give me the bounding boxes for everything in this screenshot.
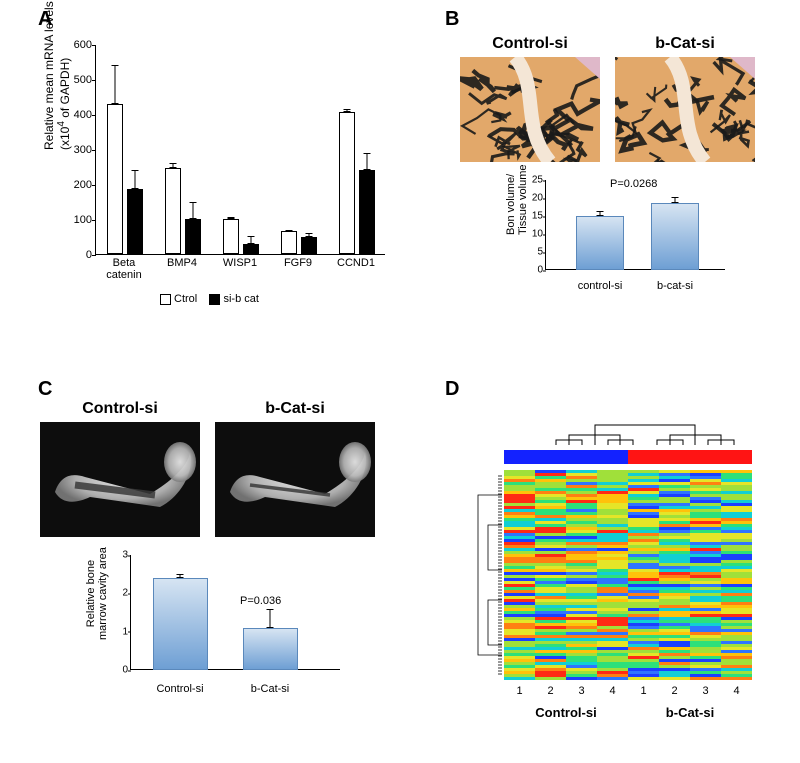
- bar: [153, 578, 208, 670]
- bar: [359, 170, 375, 254]
- pvalue-text: P=0.036: [240, 595, 281, 607]
- xtick-label: BMP4: [152, 257, 212, 269]
- bar: [243, 628, 298, 670]
- legend-label-sibcat: si-b cat: [223, 293, 258, 305]
- panel-d-heatmap: Control-si b-Cat-si 12341234: [445, 395, 775, 735]
- xtick-label: FGF9: [268, 257, 328, 269]
- heatmap-cell: [535, 677, 566, 680]
- legend-label-ctrol: Ctrol: [174, 293, 197, 305]
- heatmap-col-label: 2: [535, 685, 566, 697]
- bar: [107, 104, 123, 255]
- bar: [165, 168, 181, 254]
- dendrogram-top: [540, 415, 750, 445]
- bar: [576, 216, 624, 270]
- pvalue-text: P=0.0268: [610, 178, 657, 190]
- panel-b-title-1: Control-si: [460, 35, 600, 53]
- heatmap-cell: [721, 677, 752, 680]
- panel-c: Control-si b-Cat-si Relative bonemarrow …: [40, 400, 390, 730]
- panel-label-c: C: [38, 378, 52, 401]
- heatmap-wrapper: Control-si b-Cat-si 12341234: [470, 415, 760, 715]
- heatmap-cell: [659, 677, 690, 680]
- panel-b-histology-bcat: [615, 57, 755, 162]
- panel-a-plot-area: 0100200300400500600: [95, 45, 385, 255]
- bar: [243, 244, 259, 255]
- heatmap-cell: [566, 677, 597, 680]
- panel-c-title-2: b-Cat-si: [215, 400, 375, 418]
- bar: [301, 237, 317, 254]
- panel-c-xray-control: [40, 422, 200, 537]
- heatmap-col-label: 1: [628, 685, 659, 697]
- dendrogram-left: [470, 470, 502, 680]
- panel-c-bar-chart: Relative bonemarrow cavity area 0123Cont…: [90, 555, 340, 695]
- xtick-label: b-Cat-si: [225, 683, 315, 695]
- heatmap-group-2: b-Cat-si: [628, 705, 752, 720]
- panel-b: Control-si b-Cat-si Bon volume/Tissue vo…: [445, 35, 775, 345]
- panel-label-b: B: [445, 8, 459, 31]
- panel-c-title-1: Control-si: [40, 400, 200, 418]
- heatmap-cell: [504, 677, 535, 680]
- bar: [127, 189, 143, 254]
- heatmap-group-1: Control-si: [504, 705, 628, 720]
- panel-b-bar-chart: Bon volume/Tissue volume 0510152025contr…: [515, 180, 725, 290]
- xtick-label: CCND1: [326, 257, 386, 269]
- bar: [651, 203, 699, 270]
- bar: [223, 219, 239, 254]
- panel-c-ylabel: Relative bonemarrow cavity area: [85, 547, 109, 640]
- bar: [185, 219, 201, 254]
- panel-b-histology-control: [460, 57, 600, 162]
- legend-swatch-sibcat: [209, 294, 220, 305]
- legend-swatch-ctrol: [160, 294, 171, 305]
- xtick-label: Betacatenin: [94, 257, 154, 281]
- bar: [281, 231, 297, 254]
- heatmap-col-label: 4: [597, 685, 628, 697]
- xtick-label: control-si: [560, 280, 640, 292]
- xtick-label: WISP1: [210, 257, 270, 269]
- heatmap-col-label: 3: [566, 685, 597, 697]
- panel-a-legend: Ctrol si-b cat: [160, 293, 259, 305]
- axis-y: [130, 555, 131, 670]
- heatmap-col-label: 1: [504, 685, 535, 697]
- panel-c-xray-bcat: [215, 422, 375, 537]
- panel-b-title-2: b-Cat-si: [615, 35, 755, 53]
- xtick-label: b-cat-si: [635, 280, 715, 292]
- group-bar-bcat: [628, 450, 752, 464]
- heatmap-cell: [597, 677, 628, 680]
- heatmap-grid: [504, 470, 752, 680]
- bar: [339, 112, 355, 254]
- group-bar-control: [504, 450, 628, 464]
- heatmap-cell: [690, 677, 721, 680]
- axis-y: [545, 180, 546, 270]
- panel-a-bar-chart: Relative mean mRNA levels(x104 of GAPDH)…: [40, 35, 390, 335]
- xtick-label: Control-si: [135, 683, 225, 695]
- heatmap-col-label: 2: [659, 685, 690, 697]
- heatmap-cell: [628, 677, 659, 680]
- heatmap-col-label: 3: [690, 685, 721, 697]
- heatmap-col-label: 4: [721, 685, 752, 697]
